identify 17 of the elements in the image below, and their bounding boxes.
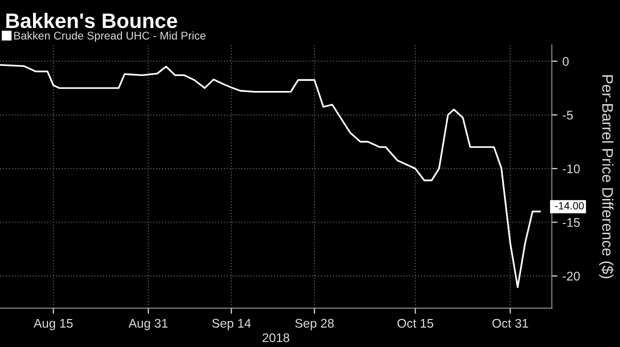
y-tick-label: -10 [562,164,580,174]
x-tick-label: Sep 14 [212,318,251,330]
x-tick-label: Oct 15 [398,318,434,328]
y-tick-label: -15 [562,218,580,227]
chart-title: Bakken's Bounce [6,12,178,28]
x-tick-label: Aug 15 [34,319,73,330]
y-axis-title: Per-Barrel Price Difference ($) [599,75,614,278]
annotation: -14.00 [555,202,584,210]
y-tick-label: -20 [562,272,580,281]
x-tick-label: Oct 31 [492,318,528,328]
x-axis-title: 2018 [262,333,290,342]
x-tick-label: Aug 31 [128,318,168,330]
line-series [0,64,541,288]
legend-label: Bakken Crude Spread UHC - Mid Price [14,31,206,42]
y-tick-label: 0 [562,57,569,66]
y-tick-label: -5 [562,110,573,120]
x-tick-label: Sep 28 [295,318,334,330]
